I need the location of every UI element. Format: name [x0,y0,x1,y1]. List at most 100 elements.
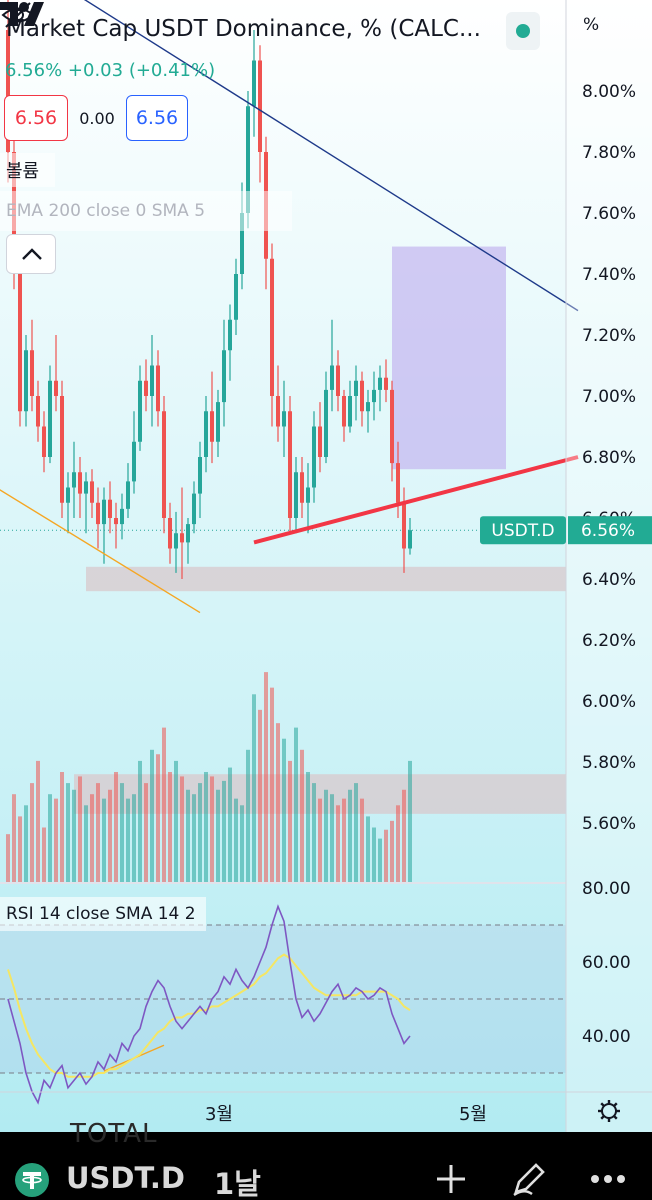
candle-body [312,426,316,488]
candle-body [180,533,184,543]
volume-bar [198,783,202,883]
bottom-toolbar [0,1132,652,1200]
volume-bar [396,805,400,883]
volume-bar [216,789,220,883]
candle-body [96,502,100,525]
volume-bar [342,798,346,883]
candle-body [168,518,172,549]
candle-body [114,518,118,525]
rsi-line [7,904,411,1105]
tradingview-logo-icon [0,2,44,26]
change-percent: (+0.41%) [128,60,216,81]
candle-body [30,350,34,396]
symbol-selector[interactable]: USDT.D [66,1161,185,1195]
candle-body [204,411,208,457]
sell-price-button[interactable]: 6.56 [4,95,68,141]
volume-bar [234,798,238,883]
trendline-orange [0,489,201,614]
candle-body [162,411,166,518]
volume-bar [402,789,406,883]
volume-bar [102,798,106,883]
candle-body [54,380,58,396]
volume-bar [288,760,292,883]
volume-bar [66,783,70,883]
candle-body [174,533,178,549]
chart-area[interactable]: %8.00%7.80%7.60%7.40%7.20%7.00%6.80%6.60… [0,0,652,1132]
volume-bar [372,827,376,883]
volume-bar [132,794,136,883]
more-options-icon[interactable] [590,1174,626,1184]
volume-bar [162,727,166,883]
volume-bar [348,789,352,883]
candle-body [42,426,46,457]
symbol-badge [480,516,566,545]
settings-gear-icon[interactable] [598,1100,620,1122]
volume-bar [294,727,298,883]
y-axis-unit: % [583,15,599,35]
volume-bar [390,820,394,883]
candle-body [210,411,214,442]
change-value: +0.03 [67,60,124,81]
volume-bar [318,798,322,883]
volume-bar [210,776,214,883]
volume-bar [168,772,172,883]
y-tick-label: 5.60% [582,814,636,834]
chart-title[interactable]: Market Cap USDT Dominance, % (CALC... [6,16,481,42]
y-tick-label: 7.20% [582,326,636,346]
volume-bar [324,789,328,883]
price-axis-background [566,0,652,1132]
candle-body [222,350,226,403]
ema-indicator-label[interactable]: EMA 200 close 0 SMA 5 [0,191,292,231]
volume-bar [30,783,34,883]
candle-body [330,365,334,390]
volume-bar [54,798,58,883]
candle-body [198,457,202,494]
volume-bar [270,687,274,883]
candle-body [324,389,328,457]
x-tick-label: 3월 [205,1104,233,1125]
candle-body [60,396,64,503]
volume-bar [48,794,52,883]
volume-bar [18,816,22,883]
pencil-icon[interactable] [510,1160,548,1198]
collapse-legend-button[interactable] [6,234,56,274]
volume-bar [144,783,148,883]
rsi-y-tick-label: 40.00 [582,1027,631,1047]
volume-bar [6,834,10,883]
market-status-icon[interactable] [506,12,540,50]
candle-body [288,411,292,518]
volume-bar [96,783,100,883]
candle-body [120,508,124,525]
volume-bar [78,776,82,883]
candle-body [384,377,388,390]
volume-bar [60,772,64,883]
chevron-up-icon [22,248,42,260]
background-watermark: TOTAL [70,1119,158,1149]
last-price-line: 6.56% +0.03 (+0.41%) [5,60,215,81]
y-tick-label: 7.60% [582,204,636,224]
candle-body [258,60,262,152]
candle-body [342,396,346,427]
volume-bar [108,789,112,883]
chart-canvas[interactable]: %8.00%7.80%7.60%7.40%7.20%7.00%6.80%6.60… [0,0,652,1132]
buy-price-button[interactable]: 6.56 [126,95,188,141]
volume-bar [336,805,340,883]
volume-indicator-label[interactable]: 볼륨 [0,153,56,187]
volume-bar [240,805,244,883]
candle-body [402,502,406,549]
interval-selector[interactable]: 1날 [214,1167,261,1200]
range-box-3 [392,246,506,470]
plus-icon[interactable] [434,1162,468,1196]
rsi-indicator-label[interactable]: RSI 14 close SMA 14 2 [0,897,206,931]
volume-bar [186,789,190,883]
chart-background [0,0,652,1132]
volume-bar [72,789,76,883]
candle-body [336,365,340,396]
tether-coin-icon[interactable] [14,1162,50,1198]
candle-body [270,258,274,396]
volume-bar [252,694,256,883]
candle-body [84,481,88,494]
candle-body [90,481,94,503]
volume-bar [360,798,364,883]
candle-body [18,274,22,412]
